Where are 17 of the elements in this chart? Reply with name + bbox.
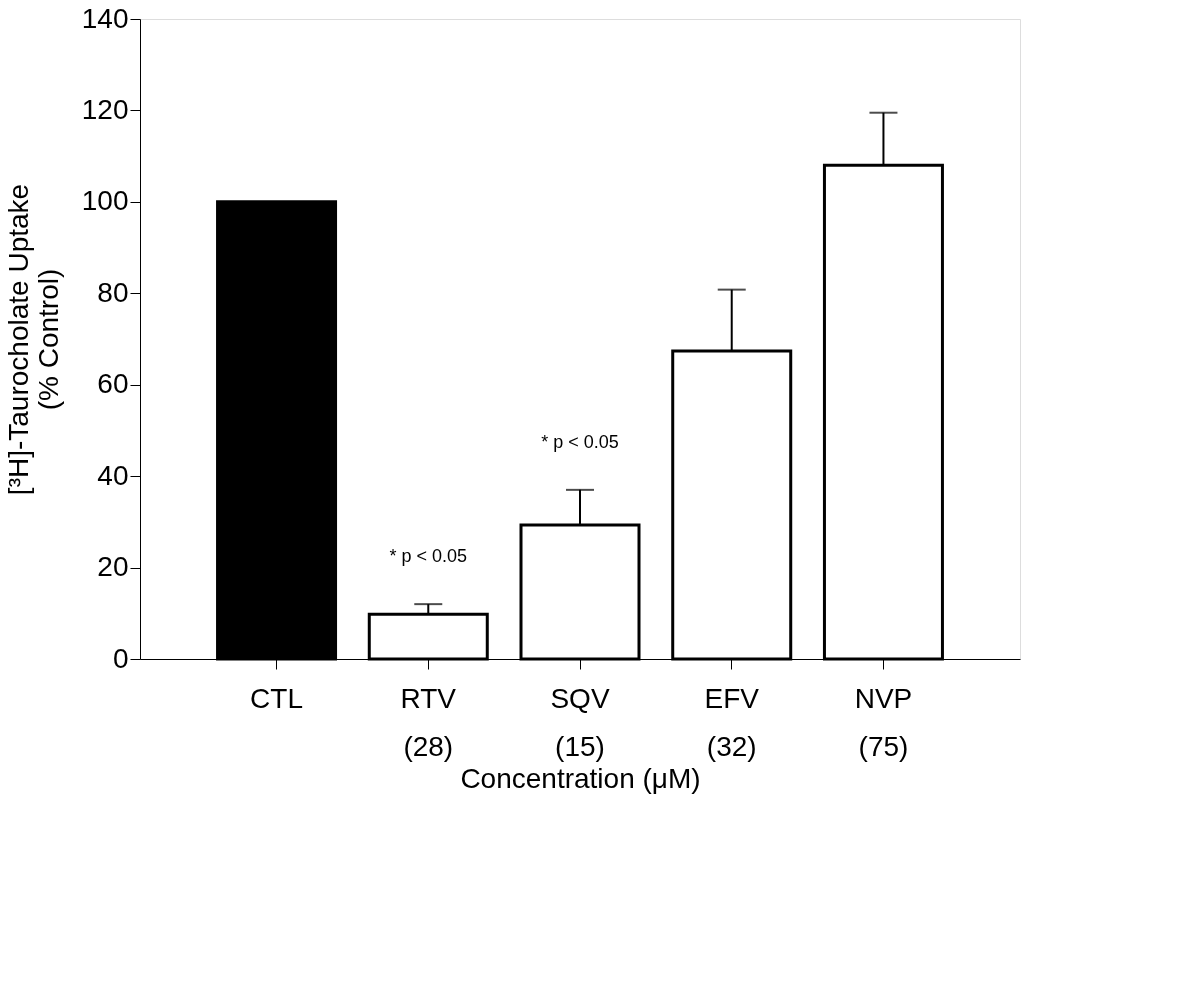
- x-tick-label: CTL: [250, 682, 303, 714]
- y-tick-label: 0: [112, 642, 129, 674]
- x-tick-label: RTV (28): [400, 682, 457, 762]
- y-tick-label: 60: [97, 368, 129, 400]
- y-tick-label: 140: [81, 2, 129, 34]
- annotation: * p < 0.05: [541, 431, 619, 452]
- y-tick-label: 100: [81, 185, 129, 217]
- x-axis-title: Concentration (μM): [460, 762, 701, 794]
- y-tick-label: 20: [97, 551, 129, 583]
- x-tick-label: NVP (75): [854, 682, 913, 762]
- annotation: * p < 0.05: [389, 546, 468, 567]
- y-tick-label: 120: [81, 93, 129, 125]
- y-tick-label: 80: [97, 276, 129, 308]
- y-tick-label: 40: [97, 459, 129, 491]
- x-tick-label: SQV (15): [550, 682, 610, 762]
- x-tick-label: EFV (32): [704, 682, 760, 762]
- y-axis-title: [³H]-Taurocholate Uptake (% Control): [2, 183, 64, 496]
